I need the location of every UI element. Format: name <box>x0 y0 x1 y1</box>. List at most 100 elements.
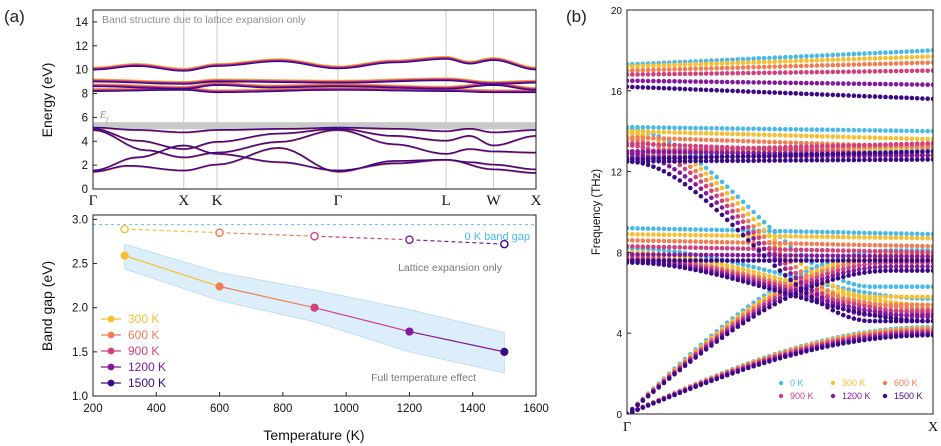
series-segment <box>124 228 220 234</box>
phonon-point <box>856 242 862 248</box>
phonon-point <box>909 128 915 134</box>
phonon-point <box>804 269 809 274</box>
phonon-point <box>819 92 825 97</box>
phonon-point <box>920 258 925 263</box>
phonon-point <box>893 253 899 259</box>
phonon-point <box>904 157 909 162</box>
phonon-point <box>735 277 741 283</box>
band-structure-ylabel: Energy (eV) <box>39 63 55 138</box>
phonon-point <box>851 288 857 293</box>
phonon-point <box>841 266 846 272</box>
phonon-point <box>862 128 867 133</box>
phonon-point <box>872 142 878 148</box>
phonon-point <box>925 268 930 273</box>
phonon-point <box>666 136 672 141</box>
phonon-point <box>920 231 925 237</box>
phonon-point <box>751 70 756 76</box>
phonon-point <box>798 158 804 163</box>
phonon-point <box>814 282 820 288</box>
legend-marker <box>778 393 784 399</box>
phonon-point <box>651 125 656 130</box>
phonon-point <box>930 157 933 162</box>
phonon-point <box>814 346 820 352</box>
phonon-point <box>793 229 799 234</box>
phonon-point <box>809 281 814 286</box>
phonon-point <box>888 235 894 240</box>
phonon-point <box>688 386 693 392</box>
phonon-point <box>746 238 751 243</box>
phonon-point <box>714 180 719 186</box>
phonon-point <box>904 284 909 290</box>
phonon-point <box>920 157 925 162</box>
phonon-point <box>877 55 883 61</box>
phonon-point <box>714 71 719 76</box>
phonon-point <box>830 157 836 163</box>
phonon-point <box>835 275 841 281</box>
phonon-point <box>746 230 751 236</box>
phonon-point <box>777 132 783 138</box>
phonon-point <box>798 288 804 294</box>
phonon-point <box>841 62 846 68</box>
phonon-point <box>730 60 735 66</box>
phonon-point <box>856 127 862 133</box>
phonon-point <box>740 246 746 251</box>
phonon-point <box>777 59 783 64</box>
phonon-point <box>767 139 772 145</box>
phonon-point <box>862 142 867 148</box>
phonon-point <box>772 80 777 85</box>
phonon-point <box>856 317 862 323</box>
y-tick-label: 10 <box>75 65 88 77</box>
phonon-point <box>645 149 651 154</box>
phonon-point <box>724 138 730 143</box>
phonon-point <box>899 231 904 236</box>
phonon-point <box>761 126 767 132</box>
phonon-point <box>862 62 867 67</box>
phonon-point <box>888 50 894 55</box>
phonon-point <box>709 155 714 160</box>
phonon-point <box>877 314 883 319</box>
phonon-point <box>746 268 751 273</box>
phonon-point <box>767 55 772 61</box>
phonon-point <box>920 68 925 73</box>
x-tick-label: 800 <box>273 403 292 415</box>
phonon-point <box>804 234 809 239</box>
phonon-point <box>693 239 698 244</box>
phonon-point <box>661 85 667 91</box>
phonon-point <box>841 93 846 98</box>
phonon-point <box>809 133 814 139</box>
phonon-point <box>867 61 872 67</box>
phonon-point <box>688 170 693 176</box>
phonon-point <box>640 141 646 147</box>
phonon-point <box>835 242 841 247</box>
phonon-point <box>682 125 688 131</box>
phonon-point <box>793 70 799 75</box>
phonon-point <box>877 284 883 290</box>
phonon-point <box>914 264 920 269</box>
phonon-point <box>656 67 661 73</box>
phonon-point <box>693 125 698 131</box>
phonon-point <box>767 70 772 76</box>
phonon-point <box>651 389 656 395</box>
phonon-point <box>851 272 857 277</box>
phonon-point <box>788 90 793 96</box>
phonon-point <box>756 266 762 271</box>
data-point <box>120 224 129 234</box>
phonon-point <box>825 278 830 284</box>
phonon-point <box>746 132 751 137</box>
phonon-point <box>635 407 640 413</box>
phonon-point <box>719 65 725 71</box>
phonon-point <box>751 258 756 263</box>
phonon-point <box>709 182 714 188</box>
phonon-point <box>835 157 841 163</box>
phonon-point <box>925 82 930 87</box>
phonon-point <box>698 79 704 84</box>
phonon-point <box>851 258 857 263</box>
phonon-point <box>656 252 661 257</box>
phonon-point <box>809 277 814 283</box>
phonon-point <box>709 343 714 348</box>
phonon-point <box>835 57 841 62</box>
phonon-point <box>627 78 630 83</box>
phonon-point <box>698 130 704 136</box>
phonon-point <box>856 135 862 140</box>
phonon-point <box>719 233 725 238</box>
